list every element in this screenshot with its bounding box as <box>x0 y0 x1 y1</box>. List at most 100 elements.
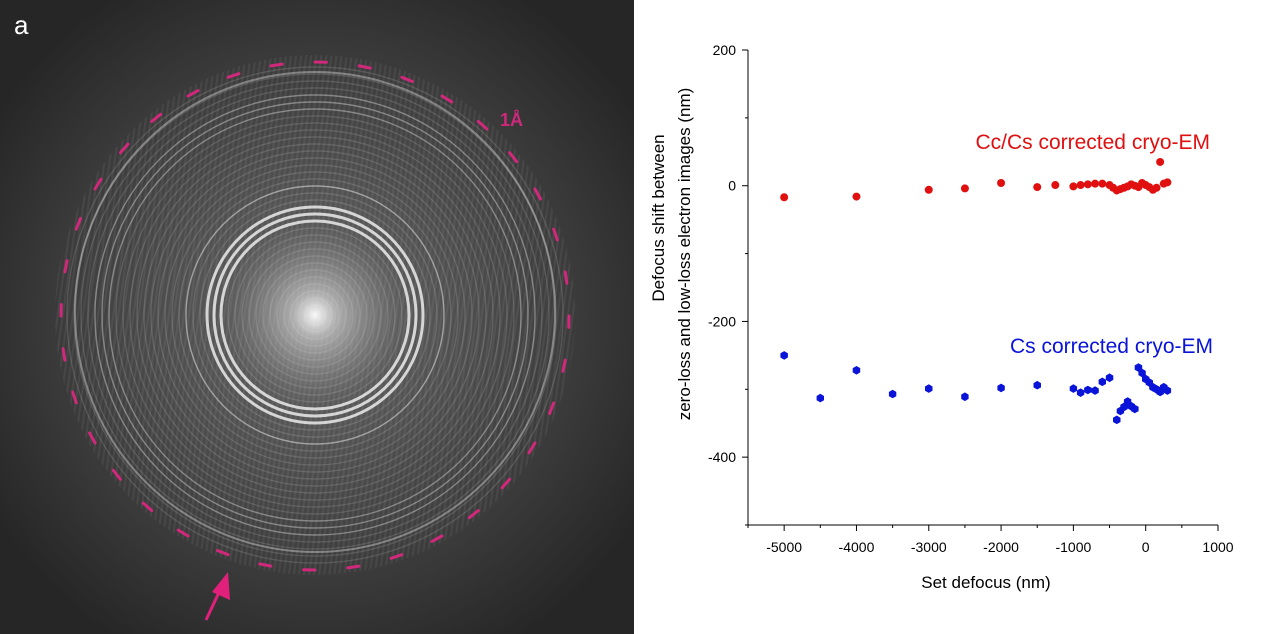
series-0-points <box>780 157 1172 202</box>
resolution-ring-dash <box>400 75 415 83</box>
data-point <box>1152 183 1161 192</box>
y-tick-label: -200 <box>708 313 736 329</box>
resolution-ring-dash <box>74 216 82 231</box>
data-point <box>1098 179 1107 188</box>
resolution-ring-dash <box>563 270 569 285</box>
data-point <box>816 393 824 403</box>
thon-ring <box>108 108 522 522</box>
y-axis-title-line1: Defocus shift between <box>649 134 668 301</box>
thon-ring <box>66 66 564 564</box>
resolution-ring-dash <box>71 390 78 405</box>
data-point <box>1156 157 1165 166</box>
data-point <box>888 389 897 399</box>
resolution-ring-dash <box>215 549 230 557</box>
data-point <box>997 179 1006 187</box>
x-tick-label: 1000 <box>1202 539 1233 555</box>
resolution-ring-dash <box>389 553 404 560</box>
y-tick-label: 0 <box>728 178 736 194</box>
thon-ring <box>192 192 438 438</box>
x-tick-label: -3000 <box>911 539 947 555</box>
series-label-cs: Cs corrected cryo-EM <box>1010 335 1213 358</box>
resolution-ring-dash <box>88 431 97 445</box>
data-point <box>1098 377 1106 387</box>
resolution-ring-dash <box>500 477 512 490</box>
data-point <box>1163 386 1172 395</box>
data-point <box>1069 384 1078 393</box>
data-point <box>1084 385 1092 395</box>
resolution-ring-dash <box>508 151 519 164</box>
chart-axes <box>747 50 1218 526</box>
thon-ring <box>157 157 473 473</box>
resolution-ring-dash <box>150 112 163 123</box>
resolution-ring-dash <box>440 94 454 104</box>
data-point <box>780 193 789 202</box>
data-point <box>1091 179 1100 188</box>
thon-ring <box>87 87 543 543</box>
thon-ring <box>164 164 466 466</box>
x-tick-label: -4000 <box>839 539 875 555</box>
thon-ring <box>136 136 494 494</box>
resolution-ring-dash <box>552 227 559 242</box>
data-point <box>1033 380 1041 390</box>
x-tick-label: -1000 <box>1055 539 1091 555</box>
resolution-ring-dash <box>258 562 273 568</box>
data-point <box>852 192 861 201</box>
data-point <box>960 184 969 193</box>
resolution-ring-dash <box>430 534 444 543</box>
data-point <box>1051 181 1060 190</box>
y-tick-label: -400 <box>708 449 736 465</box>
chart-ticks: -5000 -4000 -3000 -2000 -1000 0 1000-400-20002… <box>708 42 1234 555</box>
arrow-icon <box>204 572 230 621</box>
thon-ring <box>115 115 515 515</box>
resolution-ring-dash <box>561 358 567 373</box>
resolution-ring-dash <box>357 64 372 70</box>
resolution-ring-dash <box>476 119 489 131</box>
resolution-ring-dash <box>548 401 556 416</box>
resolution-ring-dash <box>111 468 122 481</box>
resolution-ring-dash <box>176 528 190 538</box>
data-point <box>1083 180 1092 189</box>
thon-ring <box>122 122 508 508</box>
thon-ring <box>178 178 452 452</box>
y-axis-title-line2: zero-loss and low-loss electron images (… <box>675 88 694 421</box>
thon-ring <box>143 143 487 487</box>
panel-a-label: a <box>14 10 29 40</box>
data-point <box>925 384 933 393</box>
resolution-ring-dash <box>527 441 537 455</box>
resolution-ring-dash <box>186 89 200 98</box>
defocus-shift-chart-panel: -5000 -4000 -3000 -2000 -1000 0 1000 -400 -200 0 2… <box>634 0 1268 634</box>
thon-ring <box>101 101 529 529</box>
x-tick-label: -2000 <box>983 539 1019 555</box>
data-point <box>1033 183 1042 192</box>
resolution-ring-dash <box>269 62 284 68</box>
chart-points <box>780 157 1172 425</box>
resolution-ring-dash <box>226 72 241 79</box>
thon-ring <box>94 94 536 536</box>
data-point <box>1091 386 1099 395</box>
resolution-ring-dash <box>141 501 154 513</box>
resolution-ring-dash <box>93 177 103 191</box>
resolution-ring-dash <box>63 259 69 274</box>
resolution-ring-dash <box>118 142 130 155</box>
thon-ring <box>150 150 480 480</box>
resolution-ring-label: 1Å <box>500 110 523 130</box>
data-point <box>1131 404 1139 414</box>
thon-ring <box>212 212 418 418</box>
defocus-shift-chart: -5000 -4000 -3000 -2000 -1000 0 1000-400-20002… <box>649 42 1234 592</box>
data-point <box>1138 368 1146 378</box>
data-point <box>1105 373 1114 383</box>
resolution-ring-dash <box>61 347 67 362</box>
thon-ring <box>74 71 556 553</box>
resolution-ring-dash <box>467 509 480 520</box>
resolution-ring-dash <box>533 187 542 201</box>
y-tick-label: 200 <box>713 42 737 58</box>
thon-ring <box>219 219 411 411</box>
x-axis-title: Set defocus (nm) <box>921 573 1050 592</box>
fft-power-spectrum-image: 1Å a <box>0 0 634 634</box>
fft-image-svg: 1Å <box>0 0 634 634</box>
data-point <box>852 366 861 375</box>
data-point <box>997 383 1005 393</box>
data-point <box>780 351 788 360</box>
data-point <box>1069 182 1078 191</box>
thon-ring <box>205 205 425 425</box>
